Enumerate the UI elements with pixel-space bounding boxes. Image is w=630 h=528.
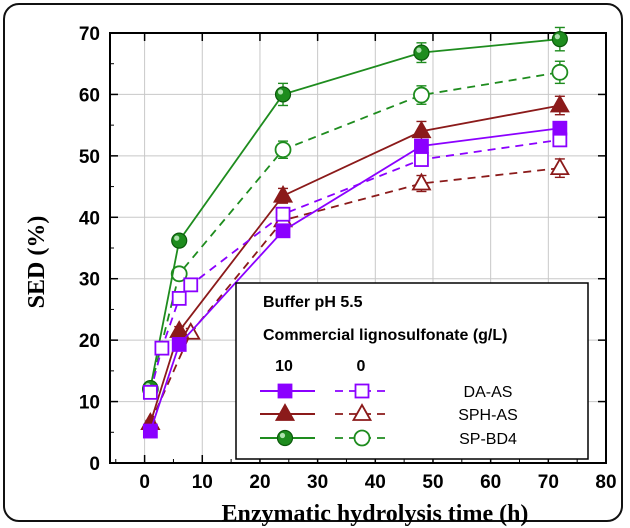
- x-axis-title: Enzymatic hydrolysis time (h): [222, 501, 529, 527]
- x-tick-label: 80: [595, 472, 616, 493]
- data-point-sp-bd4-lig10: [274, 86, 292, 103]
- data-point-sp-bd4-lig10: [171, 232, 188, 249]
- series-sp-bd4-lig10: [142, 26, 568, 397]
- data-point-sph-as-lig0: [411, 172, 432, 191]
- series-da-as-lig0: [142, 132, 568, 400]
- x-tick-label: 70: [538, 472, 559, 493]
- data-point-sph-as-lig10: [169, 320, 190, 338]
- legend-label: SPH-AS: [458, 407, 518, 424]
- data-point-sp-bd4-lig10-highlight: [416, 47, 422, 53]
- legend-row-sp-bd4: SP-BD4: [260, 429, 517, 448]
- data-point-da-as-lig10: [275, 223, 291, 239]
- data-point-da-as-lig10: [171, 337, 187, 352]
- legend: Buffer pH 5.5 Commercial lignosulfonate …: [235, 282, 589, 460]
- y-tick-label: 70: [79, 24, 100, 45]
- x-tick-label: 20: [249, 472, 270, 493]
- legend-label: SP-BD4: [459, 431, 517, 448]
- y-tick-label: 40: [79, 208, 100, 229]
- legend-box: [235, 282, 589, 460]
- y-tick-label: 0: [89, 454, 100, 475]
- y-tick-label: 30: [79, 270, 100, 291]
- y-tick-label: 10: [79, 393, 100, 414]
- data-point-sph-as-lig10: [549, 94, 570, 113]
- legend-marker-dashed: [353, 429, 371, 447]
- legend-title-buffer: Buffer pH 5.5: [263, 294, 363, 311]
- legend-marker-dashed: [351, 403, 373, 421]
- x-tick-label: 30: [307, 472, 328, 493]
- data-point-sp-bd4-lig0: [413, 86, 430, 104]
- x-tick-label: 60: [480, 472, 501, 493]
- series-sp-bd4-lig0: [141, 60, 569, 398]
- legend-title-lignosulfonate: Commercial lignosulfonate (g/L): [263, 327, 507, 344]
- data-point-sp-bd4-lig10-highlight: [277, 89, 284, 95]
- legend-row-da-as: DA-AS: [260, 383, 513, 401]
- data-point-da-as-lig0: [414, 152, 429, 167]
- series-da-as-lig10: [142, 120, 568, 439]
- data-point-sp-bd4-lig10-highlight: [174, 235, 180, 241]
- data-point-da-as-lig0: [142, 384, 158, 400]
- data-point-sph-as-lig10: [411, 120, 432, 139]
- axes: 0 10 20 30 40 50 60 70 80 0 10 20 30 40 50 60 70: [79, 24, 617, 493]
- data-point-da-as-lig0: [171, 290, 187, 306]
- data-point-sph-as-lig0: [549, 157, 570, 176]
- data-point-da-as-lig10: [142, 423, 158, 439]
- y-tick-label: 60: [79, 85, 100, 106]
- data-point-sp-bd4-lig0: [274, 141, 292, 159]
- data-point-sp-bd4-lig0: [170, 265, 188, 283]
- data-point-da-as-lig10: [414, 138, 429, 154]
- legend-row-sph-as: SPH-AS: [260, 403, 518, 424]
- data-marks: [140, 26, 570, 439]
- x-tick-label: 0: [139, 472, 150, 493]
- legend-marker-solid-highlight: [279, 432, 286, 439]
- legend-marker-dashed: [354, 383, 370, 399]
- legend-marker-solid: [274, 403, 296, 421]
- x-tick-label: 10: [192, 472, 213, 493]
- data-point-sp-bd4-lig0: [551, 63, 569, 81]
- data-point-sp-bd4-lig10: [551, 31, 568, 48]
- x-tick-label: 50: [422, 472, 443, 493]
- y-axis-title: SED (%): [24, 216, 50, 309]
- legend-label: DA-AS: [464, 384, 513, 401]
- y-tick-label: 20: [79, 331, 100, 352]
- y-tick-label: 50: [79, 147, 100, 168]
- data-point-da-as-lig0: [183, 277, 199, 293]
- data-point-da-as-lig10: [552, 120, 568, 136]
- data-point-da-as-lig0: [154, 340, 170, 356]
- data-point-sp-bd4-lig10: [413, 44, 430, 61]
- legend-marker-solid: [276, 429, 294, 447]
- data-point-sp-bd4-lig10-highlight: [554, 34, 560, 40]
- data-point-da-as-lig0: [275, 206, 291, 222]
- legend-col-dashed-header: 0: [357, 358, 366, 375]
- legend-marker-solid: [277, 383, 293, 399]
- x-tick-label: 40: [365, 472, 386, 493]
- data-point-sph-as-lig10: [272, 184, 294, 203]
- legend-col-solid-header: 10: [275, 358, 293, 375]
